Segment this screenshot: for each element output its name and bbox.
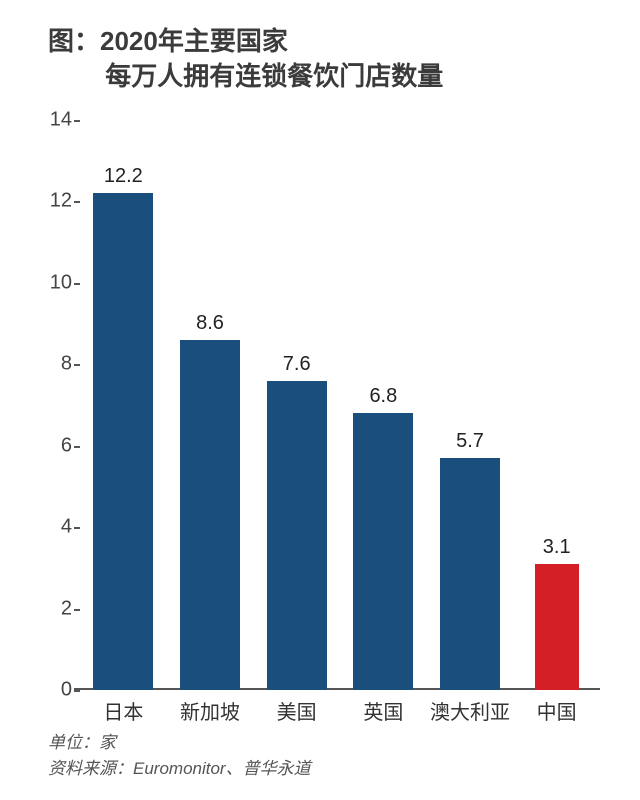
y-tick-label: 2: [12, 597, 72, 620]
bar: 5.7: [440, 458, 500, 690]
y-tick-label: 4: [12, 516, 72, 539]
bar-value-label: 7.6: [283, 353, 311, 376]
title-line-1: 图：2020年主要国家: [48, 26, 288, 56]
bar: 8.6: [180, 340, 240, 690]
y-tick-mark: [74, 609, 80, 611]
y-tick-label: 0: [12, 679, 72, 702]
bar-value-label: 8.6: [196, 312, 224, 335]
chart-title: 图：2020年主要国家 每万人拥有连锁餐饮门店数量: [48, 24, 443, 94]
y-tick-mark: [74, 690, 80, 692]
y-tick-mark: [74, 201, 80, 203]
x-category-label: 日本: [103, 696, 143, 725]
chart-plot-area: 0246810121412.2日本8.6新加坡7.6美国6.8英国5.7澳大利亚…: [80, 120, 600, 690]
y-tick-label: 12: [12, 190, 72, 213]
y-tick-label: 6: [12, 434, 72, 457]
y-tick-mark: [74, 446, 80, 448]
y-tick-mark: [74, 283, 80, 285]
bar: 3.1: [535, 564, 579, 690]
y-tick-label: 14: [12, 109, 72, 132]
bar-value-label: 5.7: [456, 430, 484, 453]
y-tick-label: 10: [12, 271, 72, 294]
title-line-2: 每万人拥有连锁餐饮门店数量: [48, 59, 443, 94]
y-tick-mark: [74, 364, 80, 366]
unit-label: 单位：家: [48, 730, 311, 756]
x-category-label: 新加坡: [180, 696, 240, 725]
chart-footer: 单位：家 资料来源：Euromonitor、普华永道: [48, 730, 311, 781]
y-tick-mark: [74, 527, 80, 529]
bar-value-label: 3.1: [543, 536, 571, 559]
x-category-label: 中国: [537, 696, 577, 725]
bar: 6.8: [353, 413, 413, 690]
x-category-label: 英国: [363, 696, 403, 725]
plot: 0246810121412.2日本8.6新加坡7.6美国6.8英国5.7澳大利亚…: [80, 120, 600, 690]
y-tick-label: 8: [12, 353, 72, 376]
x-category-label: 美国: [277, 696, 317, 725]
x-category-label: 澳大利亚: [430, 696, 510, 725]
bar: 12.2: [93, 193, 153, 690]
bar: 7.6: [267, 381, 327, 690]
y-tick-mark: [74, 120, 80, 122]
source-label: 资料来源：Euromonitor、普华永道: [48, 756, 311, 782]
bar-value-label: 12.2: [104, 165, 143, 188]
bar-value-label: 6.8: [369, 385, 397, 408]
chart-container: 图：2020年主要国家 每万人拥有连锁餐饮门店数量 0246810121412.…: [0, 0, 640, 800]
